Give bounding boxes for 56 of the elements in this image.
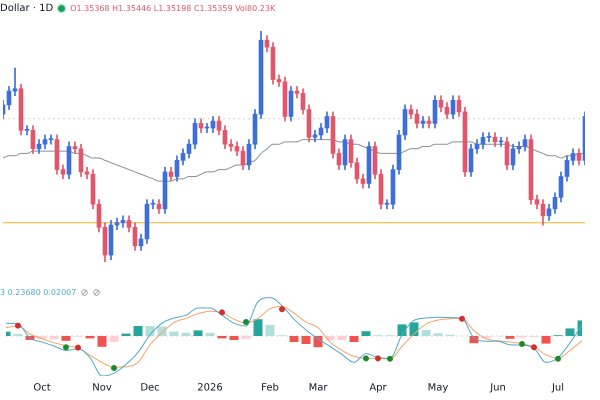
x-tick-label: Nov bbox=[92, 382, 112, 394]
bar bbox=[398, 324, 406, 336]
point bbox=[363, 355, 369, 362]
x-tick-label: May bbox=[428, 382, 448, 394]
point bbox=[519, 341, 525, 347]
point bbox=[531, 344, 537, 350]
bar bbox=[254, 319, 262, 336]
bar bbox=[170, 332, 178, 336]
x-tick-label: Feb bbox=[261, 382, 279, 394]
point bbox=[111, 365, 117, 371]
candlestick bbox=[24, 125, 30, 136]
point bbox=[219, 309, 225, 316]
chart-title: 3 0.23680 0.02007 bbox=[0, 288, 76, 297]
bar bbox=[146, 326, 154, 336]
point bbox=[375, 355, 381, 362]
bar bbox=[434, 333, 442, 336]
chart-subtitle: O1.35368 H1.35446 L1.35198 C1.35359 Vol80.23K bbox=[70, 4, 276, 13]
bar bbox=[506, 336, 514, 339]
x-tick-label: Mar bbox=[308, 382, 328, 394]
point bbox=[555, 356, 561, 362]
bar bbox=[194, 330, 202, 336]
bar bbox=[242, 336, 250, 339]
point bbox=[75, 344, 81, 351]
bar bbox=[98, 336, 106, 347]
x-tick-label: Dec bbox=[140, 382, 160, 394]
x-tick-label: Oct bbox=[33, 382, 51, 394]
bar bbox=[302, 336, 310, 344]
chart-title: Dollar · 1D bbox=[0, 3, 54, 14]
candlestick bbox=[420, 116, 426, 128]
bar bbox=[422, 330, 430, 336]
bar bbox=[230, 336, 238, 340]
point bbox=[459, 316, 465, 322]
bar bbox=[206, 332, 214, 336]
point bbox=[63, 344, 69, 350]
bar bbox=[182, 332, 190, 336]
x-tick-label: Jul bbox=[550, 382, 564, 394]
candlestick bbox=[498, 136, 504, 147]
candlestick bbox=[426, 116, 432, 128]
point bbox=[243, 319, 249, 325]
x-tick-label: Jun bbox=[489, 382, 506, 394]
point bbox=[279, 306, 285, 312]
point bbox=[15, 322, 21, 329]
x-tick-label: Apr bbox=[369, 382, 388, 394]
point bbox=[387, 356, 393, 362]
bar bbox=[50, 336, 58, 340]
bar bbox=[350, 336, 358, 342]
bar bbox=[542, 336, 550, 344]
bar bbox=[362, 331, 370, 336]
bar bbox=[134, 326, 142, 336]
bar bbox=[338, 336, 346, 340]
bar bbox=[266, 324, 274, 336]
bar bbox=[110, 336, 118, 342]
bar bbox=[290, 336, 298, 342]
bar bbox=[566, 328, 574, 336]
bar bbox=[62, 336, 70, 341]
x-tick-label: 2026 bbox=[197, 382, 223, 394]
